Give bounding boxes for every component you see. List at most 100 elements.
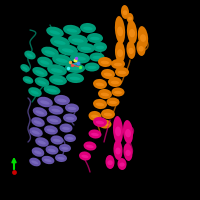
- Ellipse shape: [41, 47, 59, 57]
- Ellipse shape: [63, 113, 77, 123]
- Ellipse shape: [91, 115, 99, 118]
- Ellipse shape: [65, 63, 85, 73]
- Ellipse shape: [44, 125, 58, 135]
- Ellipse shape: [105, 155, 115, 169]
- Point: [74, 56, 78, 60]
- Ellipse shape: [59, 144, 71, 152]
- Ellipse shape: [96, 46, 104, 49]
- Ellipse shape: [81, 47, 91, 50]
- Ellipse shape: [101, 123, 109, 126]
- Ellipse shape: [34, 120, 42, 124]
- Ellipse shape: [79, 151, 91, 161]
- Ellipse shape: [31, 90, 39, 94]
- Point: [68, 60, 72, 64]
- Ellipse shape: [138, 26, 148, 48]
- Ellipse shape: [58, 44, 78, 56]
- Ellipse shape: [128, 17, 132, 20]
- Ellipse shape: [28, 87, 42, 97]
- Ellipse shape: [35, 70, 44, 75]
- Ellipse shape: [32, 147, 44, 157]
- Ellipse shape: [107, 160, 113, 165]
- Ellipse shape: [69, 67, 81, 70]
- Point: [78, 65, 82, 69]
- Ellipse shape: [44, 85, 60, 95]
- Ellipse shape: [129, 29, 135, 37]
- Ellipse shape: [37, 80, 46, 84]
- Ellipse shape: [89, 129, 101, 139]
- Ellipse shape: [93, 42, 107, 52]
- Ellipse shape: [47, 115, 61, 125]
- Point: [76, 61, 80, 65]
- Point: [70, 63, 74, 67]
- Ellipse shape: [114, 63, 122, 66]
- Ellipse shape: [115, 16, 125, 44]
- Ellipse shape: [117, 158, 127, 170]
- Ellipse shape: [101, 109, 115, 119]
- Ellipse shape: [32, 130, 40, 134]
- Ellipse shape: [117, 27, 123, 36]
- Ellipse shape: [48, 149, 56, 152]
- Ellipse shape: [108, 77, 122, 87]
- Ellipse shape: [118, 71, 126, 74]
- Ellipse shape: [40, 60, 49, 65]
- Ellipse shape: [91, 133, 99, 136]
- Ellipse shape: [111, 59, 125, 69]
- Ellipse shape: [65, 103, 79, 113]
- Ellipse shape: [53, 139, 61, 142]
- Ellipse shape: [35, 110, 44, 114]
- Ellipse shape: [89, 111, 101, 121]
- Ellipse shape: [93, 117, 107, 127]
- Ellipse shape: [62, 127, 70, 130]
- Ellipse shape: [109, 101, 117, 104]
- Ellipse shape: [63, 25, 81, 35]
- Ellipse shape: [64, 134, 76, 142]
- Ellipse shape: [96, 83, 104, 86]
- Ellipse shape: [37, 57, 53, 67]
- Ellipse shape: [61, 147, 69, 150]
- Ellipse shape: [84, 141, 96, 151]
- Ellipse shape: [113, 140, 123, 160]
- Ellipse shape: [67, 29, 77, 32]
- Ellipse shape: [32, 67, 48, 77]
- Ellipse shape: [23, 76, 33, 84]
- Ellipse shape: [20, 64, 30, 72]
- Point: [66, 66, 70, 70]
- Ellipse shape: [112, 87, 124, 97]
- Ellipse shape: [123, 143, 133, 161]
- Ellipse shape: [29, 127, 43, 137]
- Ellipse shape: [34, 150, 41, 154]
- Ellipse shape: [136, 40, 146, 56]
- Ellipse shape: [66, 117, 74, 120]
- Ellipse shape: [111, 81, 119, 84]
- Ellipse shape: [101, 69, 115, 79]
- Ellipse shape: [114, 91, 122, 94]
- Ellipse shape: [25, 79, 31, 82]
- Ellipse shape: [80, 23, 96, 33]
- Ellipse shape: [70, 77, 80, 80]
- Point: [12, 170, 16, 174]
- Ellipse shape: [90, 37, 100, 40]
- Ellipse shape: [101, 61, 109, 64]
- Ellipse shape: [121, 5, 129, 19]
- Ellipse shape: [96, 103, 104, 106]
- Ellipse shape: [66, 137, 74, 140]
- Ellipse shape: [115, 67, 129, 77]
- Ellipse shape: [107, 97, 119, 107]
- Ellipse shape: [57, 157, 65, 160]
- Ellipse shape: [47, 64, 67, 76]
- Ellipse shape: [45, 50, 55, 55]
- Ellipse shape: [38, 140, 46, 144]
- Ellipse shape: [51, 68, 63, 73]
- Ellipse shape: [52, 54, 72, 66]
- Ellipse shape: [42, 156, 54, 164]
- Ellipse shape: [51, 135, 63, 145]
- Ellipse shape: [123, 120, 133, 144]
- Ellipse shape: [46, 145, 58, 155]
- Ellipse shape: [96, 121, 104, 124]
- Ellipse shape: [70, 52, 90, 64]
- Ellipse shape: [47, 129, 55, 132]
- Ellipse shape: [92, 56, 102, 59]
- Ellipse shape: [115, 41, 125, 63]
- Ellipse shape: [93, 79, 107, 89]
- Ellipse shape: [115, 148, 121, 154]
